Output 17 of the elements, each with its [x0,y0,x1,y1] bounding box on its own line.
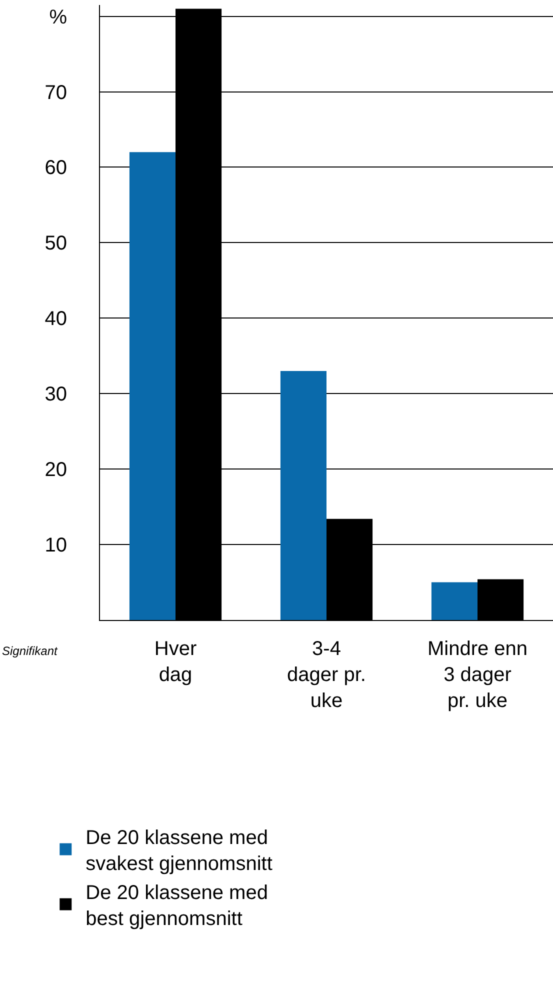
legend-label: De 20 klassene med best gjennomsnitt [86,882,268,930]
legend-label: De 20 klassene med svakest gjennomsnitt [86,827,273,876]
y-tick-label: 70 [44,82,67,104]
y-tick-label: % [49,6,68,28]
y-tick-label: 30 [44,384,67,406]
text: Signifikant [2,644,58,658]
bar [431,582,478,620]
bar [280,370,326,620]
bar [129,152,176,620]
y-tick-label: 10 [44,534,67,557]
x-tick-label: Hver dag [154,638,197,686]
x-tick-label: Mindre enn 3 dager pr. uke [427,638,528,712]
y-tick-label: 40 [44,308,67,330]
x-tick-label: 3-4 dager pr. uke [287,638,366,712]
y-tick-label: 50 [44,232,67,255]
y-tick-label: 60 [44,157,67,180]
y-tick-label: 20 [44,459,67,482]
